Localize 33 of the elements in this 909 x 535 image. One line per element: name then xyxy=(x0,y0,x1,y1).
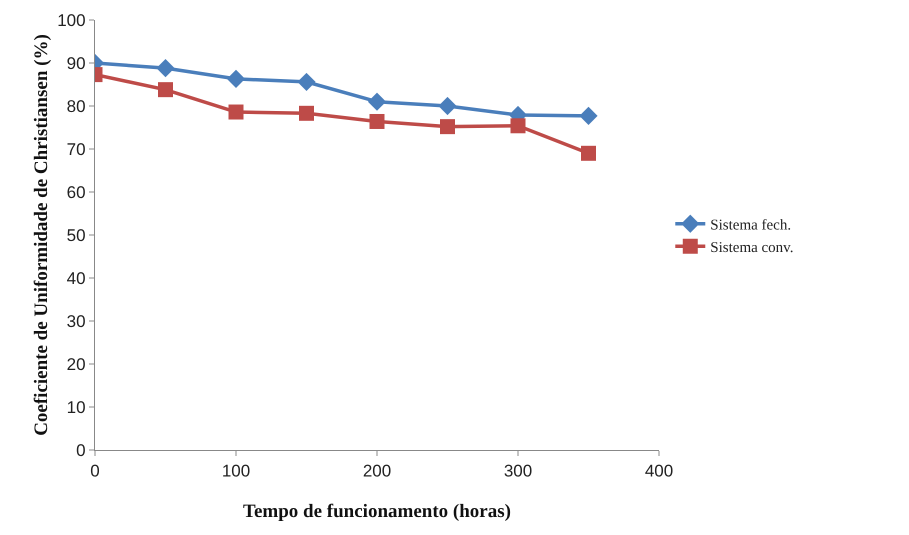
x-tick-label: 0 xyxy=(90,461,100,480)
x-tick-label: 200 xyxy=(362,461,392,480)
point xyxy=(299,106,314,121)
y-tick-label: 60 xyxy=(66,182,86,202)
point xyxy=(579,106,598,125)
point xyxy=(158,82,173,98)
point xyxy=(368,92,386,111)
point xyxy=(510,118,526,134)
point xyxy=(226,70,246,88)
point xyxy=(581,146,596,161)
point xyxy=(370,114,384,129)
y-tick-label: 20 xyxy=(66,354,86,374)
point xyxy=(228,104,244,120)
x-tick-label: 100 xyxy=(222,461,250,480)
y-tick-label: 90 xyxy=(66,54,86,73)
x-axis-title: Tempo de funcionamento (horas) xyxy=(243,501,511,522)
y-tick-label: 10 xyxy=(66,398,86,417)
y-tick-label: 80 xyxy=(66,96,86,116)
x-tick-label: 300 xyxy=(504,461,532,480)
point xyxy=(156,59,175,78)
y-tick-label: 0 xyxy=(76,440,86,460)
legend-label: Sistema fech. xyxy=(710,218,792,234)
point xyxy=(440,119,455,134)
point xyxy=(438,96,457,116)
legend-label: Sistema conv. xyxy=(710,240,794,256)
y-tick-label: 40 xyxy=(66,268,86,288)
y-tick-label: 30 xyxy=(66,312,86,331)
y-tick-label: 50 xyxy=(66,226,86,245)
point xyxy=(297,72,316,92)
y-tick-label: 70 xyxy=(66,140,86,159)
y-axis-title: Coeficiente de Uniformidade de Christiansen (%) xyxy=(31,34,52,436)
x-tick-label: 400 xyxy=(644,461,674,480)
y-tick-label: 100 xyxy=(57,10,86,30)
